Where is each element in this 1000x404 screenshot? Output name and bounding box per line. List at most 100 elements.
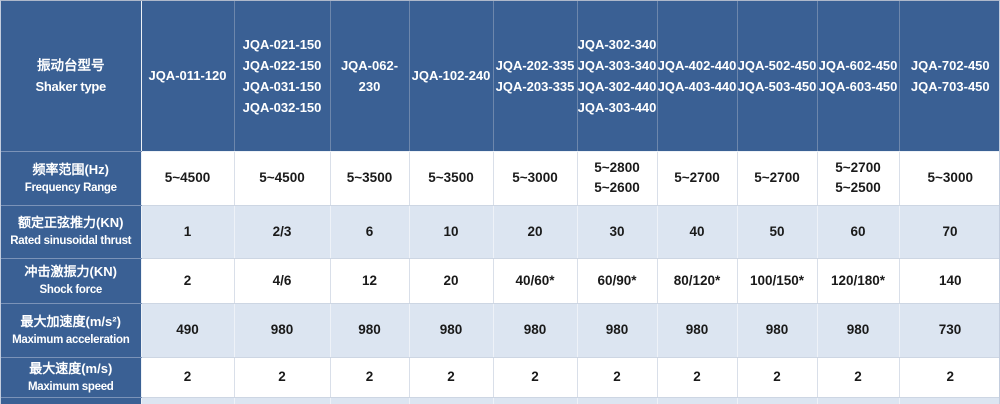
data-value: 5~2500 xyxy=(835,180,881,195)
data-value: 140 xyxy=(938,272,962,288)
header-cell-col7: JQA-402-440 JQA-403-440 xyxy=(657,1,738,152)
data-value: 30 xyxy=(609,223,625,239)
data-cell: 2 xyxy=(409,357,494,398)
model-name: JQA-302-340 xyxy=(577,36,657,52)
model-name: JQA-202-335 xyxy=(495,57,575,73)
model-name: JQA-302-440 xyxy=(577,78,657,94)
header-cell-col3: JQA-062-230 xyxy=(330,1,410,152)
data-value: 50 xyxy=(769,223,785,239)
data-cell: 120/180* xyxy=(817,258,900,304)
row-label-zh: 最大加速度(m/s²) xyxy=(20,313,121,329)
data-value: 980 xyxy=(765,322,789,337)
data-value: 5~3000 xyxy=(927,170,973,185)
row-label-cell: 额定正弦推力(KN) Rated sinusoidal thrust xyxy=(1,205,142,259)
data-cell: 2 xyxy=(234,357,331,398)
data-value: 5~2700 xyxy=(754,170,800,185)
data-value: 2/3 xyxy=(272,223,292,239)
row-label-zh: 最大速度(m/s) xyxy=(29,360,113,376)
data-value: 2 xyxy=(531,369,539,384)
model-name: JQA-603-450 xyxy=(818,78,898,94)
data-value: 980 xyxy=(358,322,381,337)
data-value: 10 xyxy=(443,223,459,239)
data-cell: 2 xyxy=(737,357,818,398)
data-value: 980 xyxy=(846,322,870,337)
partial-data-cell xyxy=(577,397,658,404)
data-value: 2 xyxy=(183,272,192,288)
model-name: JQA-062-230 xyxy=(340,57,399,94)
row-label-zh: 冲击激振力(KN) xyxy=(24,264,117,279)
row-label-cell: 最大速度(m/s) Maximum speed xyxy=(1,357,142,398)
data-value: 490 xyxy=(176,322,199,337)
table-row: 冲击激振力(KN) Shock force 2 4/6 12 20 40/60* 60/90*… xyxy=(1,258,999,304)
data-cell: 2 xyxy=(577,357,658,398)
row-label-en: Shock force xyxy=(39,284,103,296)
data-cell: 5~2700 xyxy=(657,151,738,206)
data-value: 80/120* xyxy=(673,272,721,288)
data-value: 980 xyxy=(605,322,629,337)
data-cell: 980 xyxy=(737,303,818,358)
data-value: 20 xyxy=(443,272,459,288)
partial-data-cell xyxy=(817,397,900,404)
header-label-zh: 振动台型号 xyxy=(37,57,105,73)
data-cell: 980 xyxy=(657,303,738,358)
partial-next-row xyxy=(1,397,999,404)
table-row: 最大加速度(m/s²) Maximum acceleration 490 980 980… xyxy=(1,303,999,358)
model-name: JQA-503-450 xyxy=(737,78,817,94)
data-cell: 2 xyxy=(493,357,578,398)
partial-data-cell xyxy=(737,397,818,404)
data-cell: 980 xyxy=(234,303,331,358)
data-cell: 980 xyxy=(493,303,578,358)
data-value: 5~2600 xyxy=(594,180,640,195)
partial-data-cell xyxy=(899,397,999,404)
data-cell: 20 xyxy=(409,258,494,304)
model-name: JQA-022-150 xyxy=(242,57,322,73)
data-cell: 980 xyxy=(330,303,410,358)
partial-data-cell xyxy=(493,397,578,404)
model-name: JQA-502-450 xyxy=(737,57,817,73)
data-value: 5~4500 xyxy=(164,170,211,185)
data-cell: 2 xyxy=(657,357,738,398)
data-cell: 100/150* xyxy=(737,258,818,304)
header-label-cell: 振动台型号 Shaker type xyxy=(1,1,142,152)
data-value: 60 xyxy=(850,223,866,239)
row-label-zh: 额定正弦推力(KN) xyxy=(18,215,124,230)
data-cell: 40/60* xyxy=(493,258,578,304)
data-cell: 5~3000 xyxy=(899,151,999,206)
header-cell-col10: JQA-702-450 JQA-703-450 xyxy=(899,1,999,152)
data-value: 70 xyxy=(942,223,958,239)
data-value: 6 xyxy=(365,223,374,239)
data-cell: 730 xyxy=(899,303,999,358)
model-name: JQA-702-450 xyxy=(910,57,990,73)
data-cell: 2 xyxy=(141,357,235,398)
data-value: 5~3500 xyxy=(428,170,474,185)
data-value: 2 xyxy=(854,369,862,384)
model-name: JQA-303-340 xyxy=(577,57,657,73)
data-cell: 30 xyxy=(577,205,658,259)
row-label-zh: 频率范围(Hz) xyxy=(32,161,110,177)
model-name: JQA-021-150 xyxy=(242,36,322,52)
partial-data-cell xyxy=(657,397,738,404)
data-cell: 4/6 xyxy=(234,258,331,304)
data-value: 12 xyxy=(361,272,378,288)
table-body: 频率范围(Hz) Frequency Range 5~4500 5~4500 5~350… xyxy=(1,151,999,404)
data-value: 980 xyxy=(523,322,547,337)
data-value: 2 xyxy=(183,369,192,384)
data-cell: 10 xyxy=(409,205,494,259)
partial-data-cell xyxy=(409,397,494,404)
data-cell: 20 xyxy=(493,205,578,259)
partial-data-cell xyxy=(234,397,331,404)
model-name: JQA-011-120 xyxy=(148,68,227,84)
data-cell: 5~3500 xyxy=(330,151,410,206)
data-cell: 80/120* xyxy=(657,258,738,304)
data-value: 40/60* xyxy=(515,272,555,288)
header-cell-col2: JQA-021-150 JQA-022-150 JQA-031-150 JQA-032… xyxy=(234,1,331,152)
row-label-en: Maximum acceleration xyxy=(12,333,130,346)
data-cell: 5~2800 5~2600 xyxy=(577,151,658,206)
data-cell: 980 xyxy=(409,303,494,358)
data-value: 5~2700 xyxy=(674,170,720,185)
model-name: JQA-032-150 xyxy=(242,99,322,115)
data-cell: 5~4500 xyxy=(234,151,331,206)
data-value: 2 xyxy=(773,369,781,384)
row-label-en: Maximum speed xyxy=(27,380,114,393)
data-cell: 60/90* xyxy=(577,258,658,304)
